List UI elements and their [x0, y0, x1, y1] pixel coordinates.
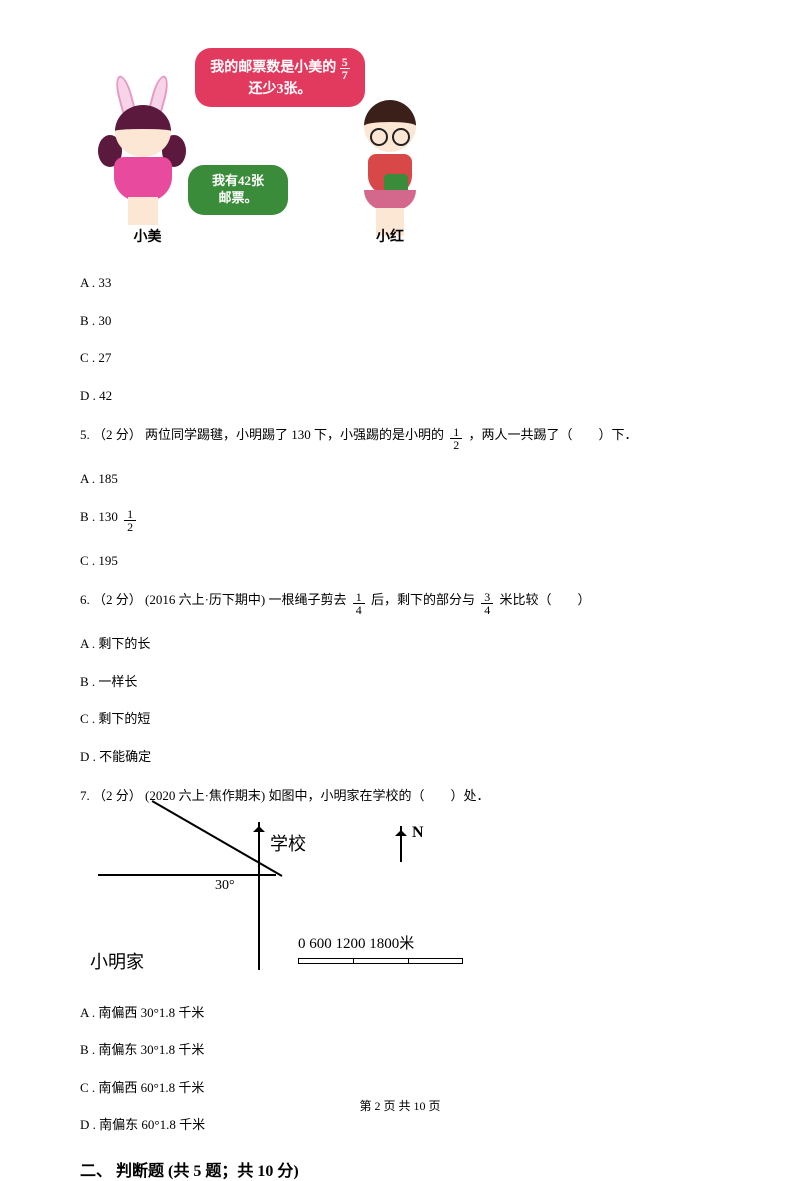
bubble-text-post: 还少3张。 [249, 82, 312, 97]
xiaomei-label: 小美 [100, 226, 195, 246]
q6-option-d[interactable]: D . 不能确定 [80, 747, 720, 767]
fraction-1-2-b: 12 [124, 508, 136, 533]
q6-option-a[interactable]: A . 剩下的长 [80, 634, 720, 654]
q6-option-b[interactable]: B . 一样长 [80, 672, 720, 692]
angle-label: 30° [215, 878, 235, 894]
stamp-illustration: 我的邮票数是小美的 5 7 还少3张。 小美 我有42张 邮票。 小红 [80, 50, 440, 255]
bubble-text: 我的邮票数是小美的 [210, 61, 336, 76]
north-arrow-icon [400, 826, 402, 862]
north-label: N [412, 824, 424, 842]
q5-stem: 5. （2 分） 两位同学踢毽，小明踢了 130 下，小强踢的是小明的 12 ，… [80, 425, 720, 451]
xiaohong-label: 小红 [350, 226, 430, 246]
q7-option-c[interactable]: C . 南偏西 60°1.8 千米 [80, 1078, 720, 1098]
x-axis [98, 874, 276, 876]
q6-stem: 6. （2 分） (2016 六上·历下期中) 一根绳子剪去 14 后，剩下的部… [80, 590, 720, 616]
page-footer: 第 2 页 共 10 页 [0, 1097, 800, 1114]
y-axis [258, 822, 260, 970]
speech-bubble-xiaomei: 我有42张 邮票。 [188, 165, 288, 215]
q5-option-c[interactable]: C . 195 [80, 551, 720, 571]
school-label: 学校 [270, 830, 306, 856]
q4-option-d[interactable]: D . 42 [80, 386, 720, 406]
q4-option-b[interactable]: B . 30 [80, 311, 720, 331]
fraction-1-4: 14 [353, 591, 365, 616]
section-2-header: 二、 判断题 (共 5 题；共 10 分) [80, 1157, 720, 1181]
q5-option-b[interactable]: B . 130 12 [80, 507, 720, 533]
q4-option-a[interactable]: A . 33 [80, 273, 720, 293]
scale-bar [298, 952, 470, 966]
q7-option-a[interactable]: A . 南偏西 30°1.8 千米 [80, 1003, 720, 1023]
fraction-3-4: 34 [481, 591, 493, 616]
q6-option-c[interactable]: C . 剩下的短 [80, 709, 720, 729]
speech-bubble-xiaohong: 我的邮票数是小美的 5 7 还少3张。 [195, 48, 365, 107]
direction-diagram: 30° 学校 小明家 N 0 600 1200 1800米 [90, 820, 520, 985]
character-xiaohong: 小红 [350, 90, 430, 240]
q7-option-b[interactable]: B . 南偏东 30°1.8 千米 [80, 1040, 720, 1060]
q7-stem: 7. （2 分） (2020 六上·焦作期末) 如图中，小明家在学校的（ ）处． [80, 786, 720, 806]
home-label: 小明家 [90, 948, 144, 974]
q5-option-a[interactable]: A . 185 [80, 469, 720, 489]
diagonal-line [152, 800, 283, 877]
scale-text: 0 600 1200 1800米 [298, 932, 414, 953]
q4-option-c[interactable]: C . 27 [80, 348, 720, 368]
fraction-1-2: 12 [450, 426, 462, 451]
character-xiaomei: 小美 [100, 85, 195, 240]
fraction-5-7: 5 7 [340, 56, 350, 81]
